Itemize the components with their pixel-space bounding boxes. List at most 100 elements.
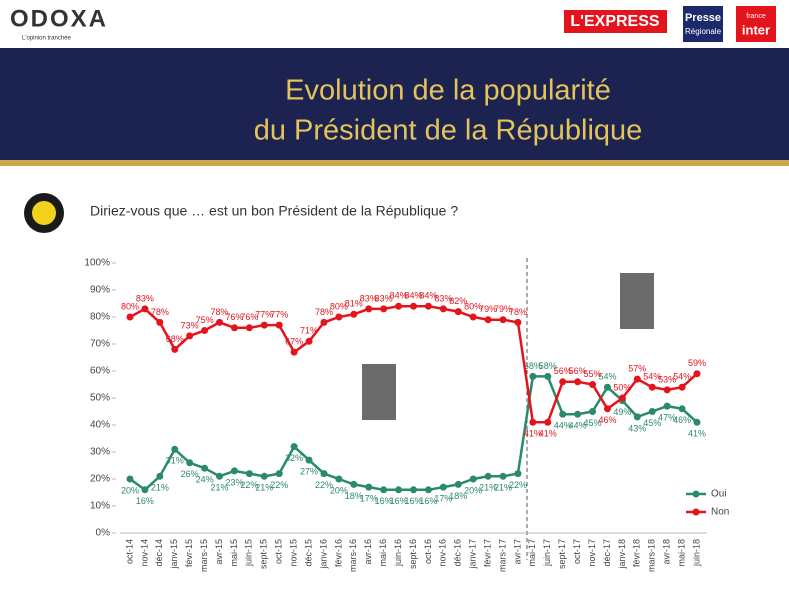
point (260, 472, 268, 480)
x-tick-label: oct-14 (124, 539, 134, 564)
point (603, 383, 611, 391)
legend-marker (692, 490, 700, 498)
banner-title: du Président de la République (254, 115, 643, 147)
point (275, 470, 283, 478)
y-tick-label: 30% (90, 447, 110, 458)
data-label: 78% (315, 307, 333, 317)
data-label: 46% (673, 415, 691, 425)
x-tick-label: févr-18 (632, 539, 642, 567)
data-label: 49% (613, 407, 631, 417)
tagline: L'opinion tranchée (22, 36, 72, 42)
point (141, 486, 149, 494)
data-label: 59% (688, 358, 706, 368)
point (499, 472, 507, 480)
photo (620, 273, 654, 329)
data-label: 80% (121, 301, 139, 311)
x-tick-label: févr-16 (333, 539, 343, 567)
point (693, 418, 701, 426)
point (589, 408, 597, 415)
data-label: 44% (569, 421, 587, 431)
photo (362, 364, 396, 420)
point (484, 472, 492, 480)
logo-inter-text: france (746, 13, 766, 20)
y-tick-label: 0% (96, 528, 111, 539)
point (365, 305, 373, 313)
point (574, 378, 582, 386)
point (589, 381, 597, 388)
point (290, 443, 298, 451)
data-label: 46% (598, 415, 616, 425)
point (469, 313, 477, 321)
point (559, 378, 567, 386)
data-label: 20% (121, 485, 139, 495)
point (156, 472, 164, 480)
x-tick-label: nov-14 (139, 539, 149, 567)
point (305, 456, 313, 464)
data-label: 20% (464, 485, 482, 495)
y-tick-label: 70% (90, 339, 110, 350)
x-tick-label: juin-17 (542, 539, 552, 567)
data-label: 27% (300, 466, 318, 476)
x-tick-label: févr-15 (184, 539, 194, 567)
logo-presse (683, 6, 723, 42)
point (380, 305, 388, 313)
data-label: 83% (136, 293, 154, 303)
x-tick-label: nov-15 (289, 539, 299, 567)
point (395, 302, 403, 310)
data-label: 41% (524, 429, 542, 439)
point (648, 408, 656, 415)
data-label: 83% (375, 293, 393, 303)
point (171, 345, 179, 353)
y-tick-label: 50% (90, 393, 110, 404)
data-label: 83% (360, 293, 378, 303)
data-label: 17% (434, 493, 452, 503)
x-tick-label: sept-16 (408, 539, 418, 569)
x-tick-label: juin-15 (244, 539, 254, 567)
point (514, 470, 522, 478)
point (320, 470, 328, 478)
data-label: 21% (151, 483, 169, 493)
point (126, 313, 134, 321)
x-tick-label: déc-14 (154, 539, 164, 567)
point (126, 475, 134, 483)
data-label: 17% (360, 493, 378, 503)
point (663, 402, 671, 410)
point (424, 302, 432, 310)
data-label: 73% (181, 320, 199, 330)
y-tick-label: 90% (90, 285, 110, 296)
data-label: 78% (509, 307, 527, 317)
x-tick-label: avr-17 (512, 539, 522, 565)
logo-presse-text2: Régionale (685, 27, 722, 36)
data-label: 54% (598, 372, 616, 382)
data-label: 21% (255, 483, 273, 493)
logo-inter-text2: inter (742, 22, 770, 37)
data-label: 53% (658, 374, 676, 384)
x-tick-label: mars-15 (199, 539, 209, 572)
data-label: 68% (166, 334, 184, 344)
data-label: 23% (225, 477, 243, 487)
data-label: 22% (270, 480, 288, 490)
x-tick-label: nov-16 (438, 539, 448, 567)
point (245, 470, 253, 478)
x-tick-label: nov-17 (587, 539, 597, 567)
point (230, 467, 238, 475)
point (410, 302, 417, 310)
x-tick-label: mars-16 (348, 539, 358, 572)
logo-presse-text: Presse (685, 12, 721, 24)
x-tick-label: avr-15 (214, 539, 224, 565)
data-label: 47% (658, 412, 676, 422)
y-tick-label: 10% (90, 501, 110, 512)
point (693, 370, 701, 378)
data-label: 54% (643, 372, 661, 382)
point (260, 321, 268, 329)
icon-inner (32, 201, 56, 225)
x-tick-label: mai-16 (378, 539, 388, 567)
data-label: 50% (613, 382, 631, 392)
data-label: 18% (449, 491, 467, 501)
data-label: 16% (136, 496, 154, 506)
point (380, 486, 388, 494)
legend-marker (692, 508, 700, 516)
point (335, 475, 343, 483)
point (544, 418, 552, 426)
x-tick-label: oct-15 (274, 539, 284, 564)
